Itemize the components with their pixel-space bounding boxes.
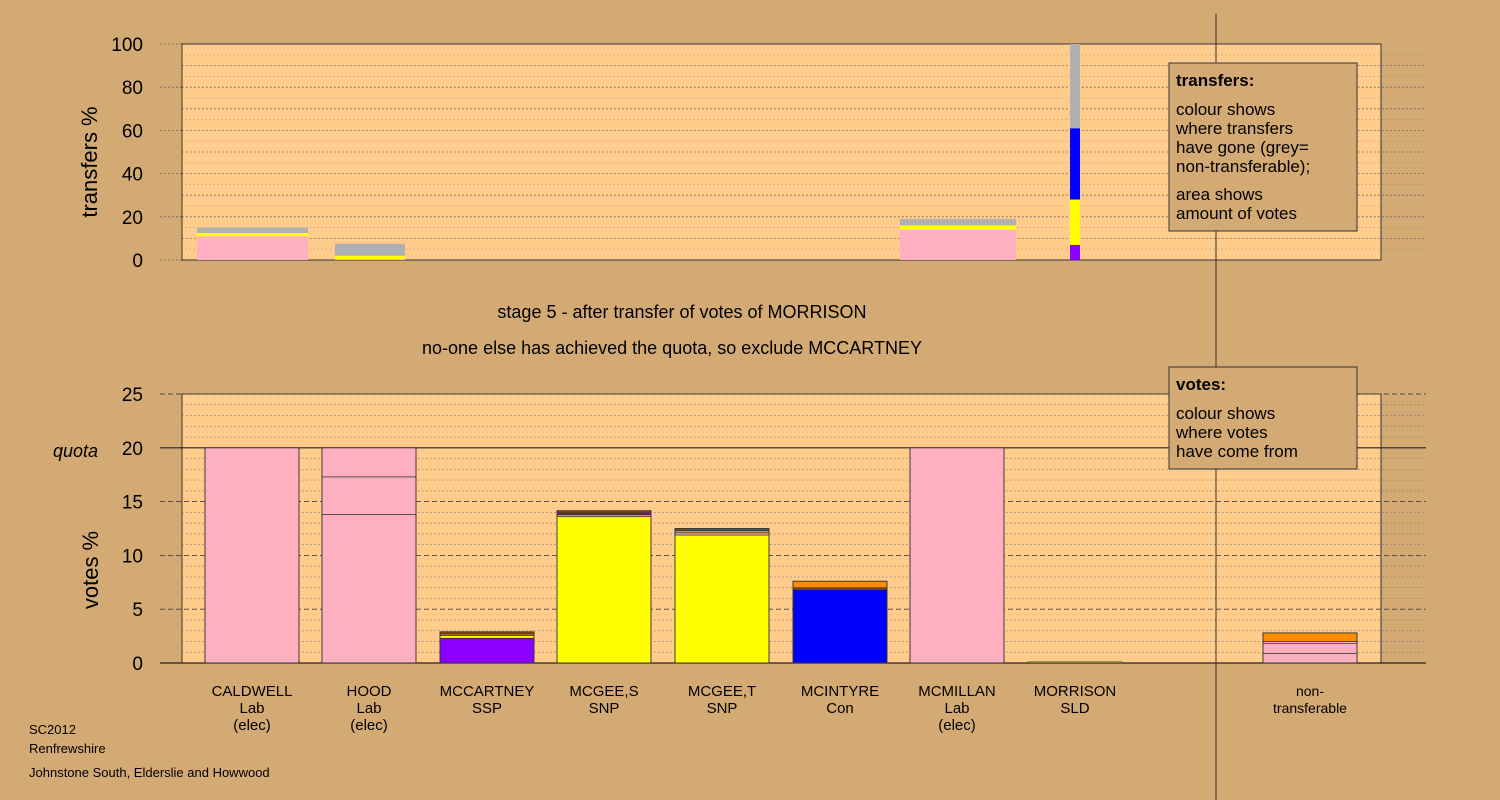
votes-y-ticks: 0 5 10 15 20 25 xyxy=(122,385,143,675)
category-label-hood: (elec) xyxy=(350,717,388,734)
votes-tick-label: 5 xyxy=(132,600,143,621)
vote-bar-outline-mcmillan xyxy=(909,447,1005,664)
transfer-segment-morrison xyxy=(1070,244,1080,260)
stage-caption-line1: stage 5 - after transfer of votes of MOR… xyxy=(497,302,866,322)
transfers-legend-title: transfers: xyxy=(1176,71,1254,90)
category-label-morrison: SLD xyxy=(1060,700,1089,717)
votes-legend-box xyxy=(1168,366,1358,470)
votes-legend-line: where votes xyxy=(1175,423,1268,442)
transfers-tick-label: 100 xyxy=(111,35,143,56)
votes-legend: votes: colour shows where votes have com… xyxy=(1168,366,1358,470)
votes-tick-label: 15 xyxy=(122,493,143,514)
footer-council: Renfrewshire xyxy=(29,741,106,756)
transfer-segment-mcmillan xyxy=(900,218,1016,226)
transfers-legend-line: colour shows xyxy=(1176,100,1275,119)
transfers-y-axis-label: transfers % xyxy=(77,106,102,217)
footer-ward: Johnstone South, Elderslie and Howwood xyxy=(29,765,270,780)
vote-segment-non-transferable xyxy=(1262,632,1358,642)
transfer-segment-caldwell xyxy=(197,227,308,233)
votes-legend-line: colour shows xyxy=(1176,404,1275,423)
transfer-segment-morrison xyxy=(1070,199,1080,245)
transfers-legend-line: amount of votes xyxy=(1176,204,1297,223)
vote-segment-hood xyxy=(321,447,417,478)
category-label-mcmillan: Lab xyxy=(944,700,969,717)
votes-tick-label: 25 xyxy=(122,385,143,406)
vote-segment-hood xyxy=(321,514,417,664)
category-label-caldwell: CALDWELL xyxy=(212,683,293,700)
category-label-mcgee-s: SNP xyxy=(589,700,620,717)
transfers-y-ticks: 0 20 40 60 80 100 xyxy=(111,35,182,272)
quota-label: quota xyxy=(53,441,98,461)
votes-y-axis-label: votes % xyxy=(78,531,103,609)
transfers-tick-label: 20 xyxy=(122,208,143,229)
category-label-mcmillan: (elec) xyxy=(938,717,976,734)
category-label-mccartney: MCCARTNEY xyxy=(440,683,535,700)
votes-bars xyxy=(204,447,1358,664)
vote-segment-caldwell xyxy=(204,447,300,664)
transfers-legend-line: area shows xyxy=(1176,185,1263,204)
category-label-non: non- xyxy=(1296,683,1324,699)
votes-legend-line: have come from xyxy=(1176,442,1298,461)
transfers-tick-label: 80 xyxy=(122,78,143,99)
vote-segment-non-transferable xyxy=(1262,652,1358,664)
transfers-legend-line: have gone (grey= xyxy=(1176,138,1309,157)
transfer-segment-caldwell xyxy=(197,236,308,260)
vote-segment-mccartney xyxy=(439,635,535,639)
category-label-mcintyre: MCINTYRE xyxy=(801,683,879,700)
vote-bar-outline-non-transferable xyxy=(1262,632,1358,664)
votes-category-labels: CALDWELLLab(elec)HOODLab(elec)MCCARTNEYS… xyxy=(212,683,1348,734)
vote-segment-mcintyre xyxy=(792,589,888,664)
votes-tick-label: 0 xyxy=(132,654,143,675)
transfers-legend-line: where transfers xyxy=(1175,119,1293,138)
stage-caption-line2: no-one else has achieved the quota, so e… xyxy=(422,338,922,358)
transfer-segment-hood xyxy=(335,258,405,260)
transfer-segment-hood xyxy=(335,255,405,259)
transfers-tick-label: 40 xyxy=(122,165,143,186)
transfer-segment-mcmillan xyxy=(900,225,1016,230)
votes-legend-title: votes: xyxy=(1176,375,1226,394)
transfers-legend-line: non-transferable); xyxy=(1176,157,1310,176)
vote-segment-non-transferable xyxy=(1262,643,1358,654)
category-label-hood: HOOD xyxy=(347,683,392,700)
vote-segment-mcgee-t xyxy=(674,534,770,664)
footer-election: SC2012 xyxy=(29,722,76,737)
vote-segment-mcgee-s xyxy=(556,516,652,664)
category-label-mcgee-s: MCGEE,S xyxy=(569,683,638,700)
vote-bar-outline-mcintyre xyxy=(792,580,888,664)
transfer-segment-morrison xyxy=(1070,128,1080,200)
vote-bar-outline-mcgee-t xyxy=(674,528,770,664)
vote-segment-mccartney xyxy=(439,637,535,664)
vote-bar-outline-mcgee-s xyxy=(556,510,652,664)
transfers-tick-label: 60 xyxy=(122,121,143,142)
transfers-tick-label: 0 xyxy=(132,251,143,272)
transfer-segment-morrison xyxy=(1070,44,1080,129)
category-label-mccartney: SSP xyxy=(472,700,502,717)
category-label-mcintyre: Con xyxy=(826,700,854,717)
category-label-caldwell: (elec) xyxy=(233,717,271,734)
transfers-legend-box xyxy=(1168,62,1358,232)
category-label-caldwell: Lab xyxy=(239,700,264,717)
transfer-segment-caldwell xyxy=(197,233,308,237)
transfers-legend: transfers: colour shows where transfers … xyxy=(1168,62,1358,232)
vote-bar-outline-caldwell xyxy=(204,447,300,664)
category-label-mcmillan: MCMILLAN xyxy=(918,683,996,700)
vote-segment-mcintyre xyxy=(792,580,888,589)
votes-tick-label: 10 xyxy=(122,546,143,567)
category-label-non: transferable xyxy=(1273,700,1347,716)
vote-segment-hood xyxy=(321,476,417,515)
vote-segment-morrison xyxy=(1027,661,1123,664)
vote-bar-outline-mccartney xyxy=(439,631,535,664)
category-label-mcgee-t: MCGEE,T xyxy=(688,683,756,700)
category-label-morrison: MORRISON xyxy=(1034,683,1117,700)
vote-bar-outline-hood xyxy=(321,447,417,664)
category-label-mcgee-t: SNP xyxy=(707,700,738,717)
category-label-hood: Lab xyxy=(356,700,381,717)
transfer-segment-hood xyxy=(335,243,405,256)
transfer-segment-mcmillan xyxy=(900,229,1016,260)
votes-tick-label: 20 xyxy=(122,439,143,460)
vote-segment-mcmillan xyxy=(909,447,1005,664)
transfers-bars xyxy=(197,44,1080,260)
